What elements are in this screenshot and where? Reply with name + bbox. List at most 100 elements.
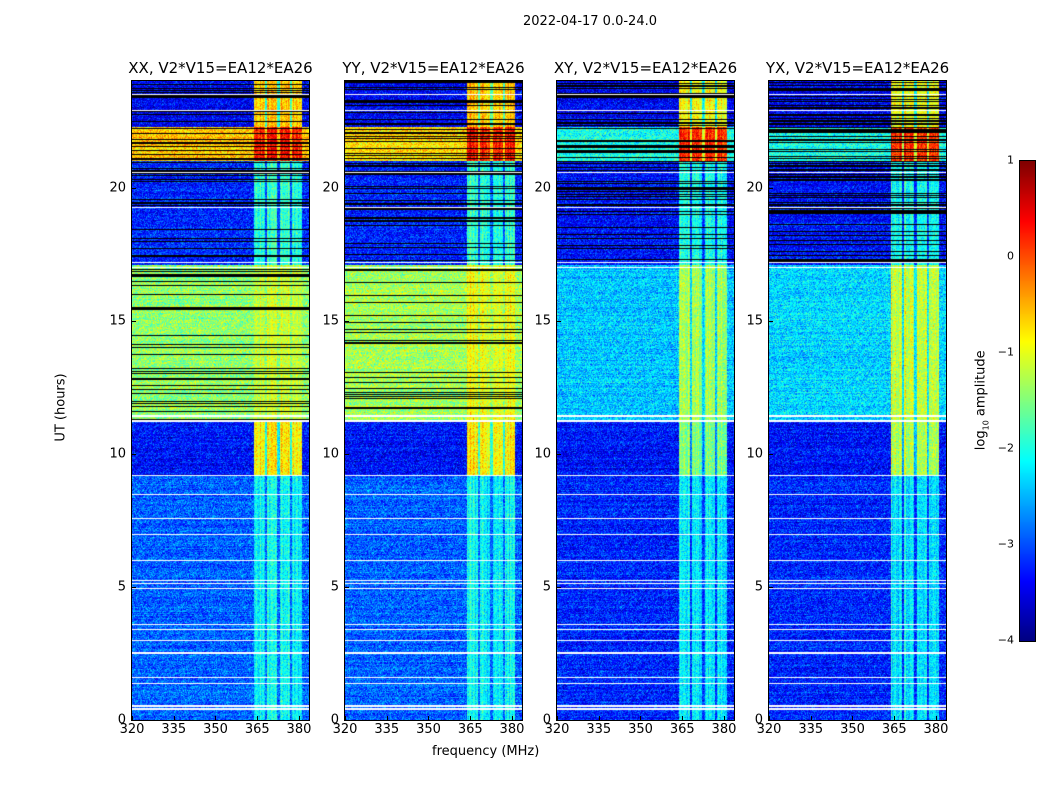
y-tick-mark — [557, 720, 561, 721]
x-tick-mark — [723, 716, 725, 720]
y-tick-label: 10 — [534, 446, 551, 462]
x-tick-mark — [852, 716, 854, 720]
y-tick-mark — [769, 187, 773, 189]
y-tick-label: 5 — [542, 579, 551, 595]
waterfall-panel-xx: XX, V2*V15=EA12*EA26 320 335 350 365 380 0 5 10 1… — [109, 59, 312, 737]
y-tick-mark — [345, 586, 349, 588]
y-axis-label: UT (hours) — [53, 373, 69, 442]
y-tick-label: 0 — [330, 712, 339, 728]
x-tick-mark — [598, 716, 600, 720]
colorbar-tick-label: 0 — [1007, 249, 1014, 263]
x-tick-label: 380 — [286, 722, 312, 737]
y-tick-mark — [769, 453, 773, 455]
x-tick-label: 350 — [628, 722, 653, 737]
y-tick-mark — [557, 586, 561, 588]
y-tick-label: 20 — [534, 180, 551, 195]
panel-title: YX, V2*V15=EA12*EA26 — [765, 59, 950, 77]
y-tick-label: 10 — [322, 446, 339, 462]
x-tick-label: 350 — [840, 722, 865, 737]
heatmap-image — [132, 81, 309, 720]
y-tick-mark — [345, 720, 349, 721]
x-tick-label: 320 — [332, 722, 358, 737]
panel-title: YY, V2*V15=EA12*EA26 — [342, 59, 525, 77]
y-tick-mark — [345, 320, 349, 322]
x-tick-label: 380 — [711, 722, 737, 737]
colorbar-tick-label: −3 — [997, 537, 1014, 551]
x-tick-label: 365 — [881, 722, 907, 737]
y-tick-mark — [132, 453, 136, 455]
waterfall-panel-xy: XY, V2*V15=EA12*EA26 320 335 350 365 380 0 5 10 1… — [534, 59, 737, 737]
heatmap-image — [557, 81, 734, 720]
x-tick-label: 350 — [416, 722, 441, 737]
x-tick-mark — [298, 716, 300, 720]
y-tick-label: 0 — [117, 712, 126, 728]
x-axis-label: frequency (MHz) — [432, 744, 540, 759]
y-tick-label: 5 — [330, 579, 339, 595]
x-tick-mark — [428, 716, 430, 720]
y-tick-label: 15 — [109, 313, 126, 329]
x-tick-mark — [173, 716, 175, 720]
x-tick-label: 350 — [203, 722, 228, 737]
waterfall-panel-yx: YX, V2*V15=EA12*EA26 320 335 350 365 380 0 5 10 1… — [746, 59, 949, 737]
x-tick-mark — [470, 716, 472, 720]
panel-title: XY, V2*V15=EA12*EA26 — [553, 59, 738, 77]
x-tick-mark — [682, 716, 684, 720]
y-tick-mark — [345, 453, 349, 455]
y-tick-label: 20 — [109, 180, 126, 195]
colorbar-label: log10 amplitude — [973, 350, 991, 451]
x-tick-label: 320 — [544, 722, 570, 737]
y-tick-mark — [345, 187, 349, 189]
x-tick-mark — [132, 716, 133, 720]
x-tick-mark — [386, 716, 388, 720]
y-tick-label: 20 — [322, 180, 339, 195]
colorbar-tick-label: 1 — [1007, 153, 1014, 167]
colorbar — [1019, 160, 1036, 642]
x-tick-label: 320 — [119, 722, 145, 737]
figure-title: 2022-04-17 0.0-24.0 — [523, 14, 657, 29]
x-tick-mark — [769, 716, 770, 720]
x-tick-mark — [557, 716, 558, 720]
y-tick-mark — [132, 187, 136, 189]
x-tick-label: 335 — [374, 722, 400, 737]
y-tick-mark — [769, 320, 773, 322]
x-tick-label: 365 — [244, 722, 270, 737]
x-tick-mark — [257, 716, 259, 720]
y-tick-mark — [132, 320, 136, 322]
y-tick-mark — [557, 453, 561, 455]
colorbar-tick-label: −4 — [997, 633, 1014, 647]
y-tick-mark — [769, 720, 773, 721]
x-tick-label: 335 — [586, 722, 612, 737]
x-tick-label: 380 — [923, 722, 949, 737]
y-tick-label: 15 — [322, 313, 339, 329]
y-tick-mark — [769, 586, 773, 588]
colorbar-tick-label: −2 — [997, 441, 1014, 455]
x-tick-label: 365 — [669, 722, 695, 737]
y-tick-label: 0 — [542, 712, 551, 728]
y-tick-label: 5 — [754, 579, 763, 595]
y-tick-mark — [557, 187, 561, 189]
y-tick-mark — [132, 720, 136, 721]
x-tick-label: 335 — [161, 722, 187, 737]
y-tick-mark — [132, 586, 136, 588]
y-tick-label: 5 — [117, 579, 126, 595]
y-tick-label: 10 — [746, 446, 763, 462]
panel-title: XX, V2*V15=EA12*EA26 — [128, 59, 313, 77]
x-tick-mark — [935, 716, 937, 720]
waterfall-panel-yy: YY, V2*V15=EA12*EA26 320 335 350 365 380 0 5 10 1… — [322, 59, 524, 737]
x-tick-label: 380 — [499, 722, 525, 737]
y-tick-label: 20 — [746, 180, 763, 195]
x-tick-label: 335 — [798, 722, 824, 737]
y-tick-label: 10 — [109, 446, 126, 462]
y-tick-label: 15 — [534, 313, 551, 329]
colorbar-gradient — [1020, 161, 1035, 641]
x-tick-mark — [511, 716, 513, 720]
x-tick-mark — [640, 716, 642, 720]
heatmap-image — [769, 81, 946, 720]
y-tick-label: 0 — [754, 712, 763, 728]
x-tick-mark — [810, 716, 812, 720]
x-tick-mark — [215, 716, 217, 720]
x-tick-label: 365 — [457, 722, 483, 737]
x-tick-mark — [894, 716, 896, 720]
x-tick-label: 320 — [756, 722, 782, 737]
